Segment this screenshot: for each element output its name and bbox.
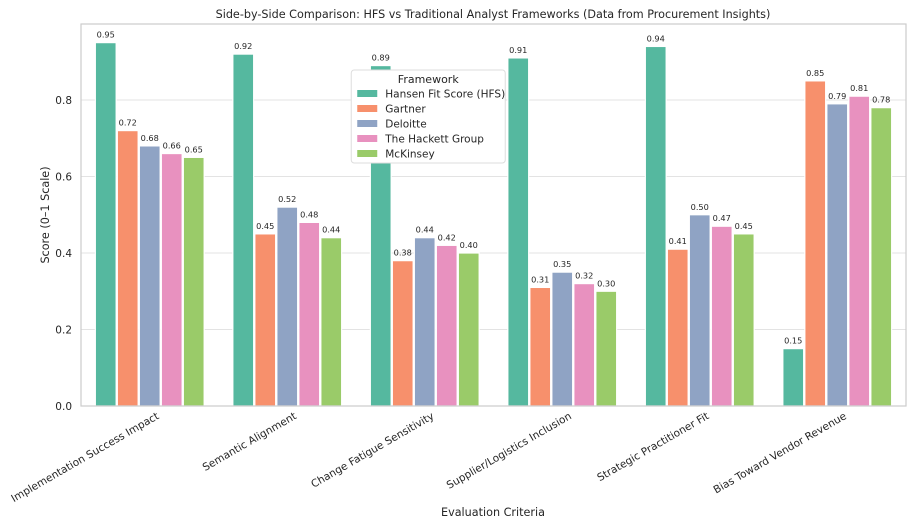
- bar-mckinsey-5: [870, 107, 893, 407]
- bar-gartner-4: [666, 248, 689, 407]
- bar-value-label: 0.79: [828, 91, 846, 101]
- y-tick-label: 0.8: [55, 95, 72, 107]
- bar-value-label: 0.35: [553, 259, 571, 269]
- bar-deloitte-5: [826, 103, 849, 407]
- bar-value-label: 0.94: [647, 33, 665, 43]
- y-tick-label: 0.2: [55, 325, 72, 337]
- legend-label: Deloitte: [385, 119, 427, 131]
- x-axis-ticks: Implementation Success Impact Semantic Al…: [9, 410, 849, 505]
- bar-value-label: 0.72: [119, 118, 137, 128]
- y-axis-label: Score (0–1 Scale): [39, 166, 52, 263]
- bar-hansen-fit-score-hfs-4: [644, 45, 667, 407]
- bar-value-label: 0.66: [163, 141, 181, 151]
- bar-value-label: 0.95: [97, 30, 115, 40]
- bar-value-label: 0.40: [460, 240, 478, 250]
- bar-value-label: 0.45: [256, 221, 274, 231]
- bar-gartner-2: [391, 260, 414, 407]
- x-tick-label: Supplier/Logistics Inclusion: [445, 410, 574, 491]
- bar-value-label: 0.78: [872, 95, 890, 105]
- bar-deloitte-1: [276, 206, 299, 407]
- bar-value-label: 0.92: [234, 41, 252, 51]
- bar-value-label: 0.89: [372, 53, 390, 63]
- legend-label: McKinsey: [385, 149, 434, 161]
- legend-frame: [350, 69, 506, 164]
- bar-value-label: 0.48: [300, 209, 318, 219]
- x-axis-label: Evaluation Criteria: [441, 506, 545, 519]
- bar-value-label: 0.15: [784, 336, 802, 346]
- bar-value-label: 0.42: [438, 232, 456, 242]
- bar-mckinsey-1: [320, 237, 343, 407]
- bar-deloitte-4: [688, 214, 711, 407]
- bar-the-hackett-group-2: [435, 244, 458, 407]
- x-tick-label: Semantic Alignment: [201, 410, 299, 474]
- bar-value-label: 0.47: [713, 213, 731, 223]
- bar-the-hackett-group-3: [573, 283, 596, 407]
- bar-value-label: 0.38: [394, 248, 412, 258]
- y-tick-label: 0.6: [55, 172, 72, 184]
- bar-hansen-fit-score-hfs-3: [507, 57, 530, 407]
- bar-hansen-fit-score-hfs-1: [232, 53, 255, 407]
- bar-deloitte-2: [413, 237, 436, 407]
- legend-swatch: [357, 105, 378, 112]
- bar-deloitte-3: [551, 271, 574, 407]
- y-tick-label: 0.0: [55, 401, 72, 413]
- bar-gartner-1: [254, 233, 277, 407]
- bar-value-label: 0.52: [278, 194, 296, 204]
- y-axis-ticks: 0.0 0.2 0.4 0.6 0.8: [55, 95, 72, 413]
- bar-hansen-fit-score-hfs-0: [94, 42, 117, 407]
- x-tick-label: Bias Toward Vendor Revenue: [712, 410, 849, 496]
- bar-mckinsey-0: [182, 156, 205, 407]
- bar-mckinsey-4: [732, 233, 755, 407]
- bar-value-label: 0.32: [575, 271, 593, 281]
- bar-value-label: 0.81: [850, 83, 868, 93]
- bar-value-labels: 0.95 0.72 0.68 0.66 0.65 0.92 0.45 0.52 0.48 0.44…: [97, 30, 891, 346]
- bar-the-hackett-group-4: [710, 225, 733, 407]
- legend-title: Framework: [398, 73, 460, 86]
- bar-mckinsey-2: [457, 252, 480, 407]
- bar-deloitte-0: [138, 145, 161, 407]
- bar-value-label: 0.41: [669, 236, 687, 246]
- bar-value-label: 0.50: [691, 202, 709, 212]
- y-tick-label: 0.4: [55, 248, 72, 260]
- bar-gartner-0: [116, 130, 139, 407]
- legend-swatch: [357, 120, 378, 127]
- bar-value-label: 0.91: [509, 45, 527, 55]
- bar-the-hackett-group-5: [848, 95, 871, 407]
- legend: Framework Hansen Fit Score (HFS) Gartner D…: [350, 69, 506, 164]
- bar-value-label: 0.44: [416, 225, 434, 235]
- bar-value-label: 0.31: [531, 274, 549, 284]
- bar-value-label: 0.85: [806, 68, 824, 78]
- legend-swatch: [357, 90, 378, 97]
- bar-value-label: 0.65: [185, 144, 203, 154]
- bar-the-hackett-group-1: [298, 221, 321, 407]
- legend-swatch: [357, 135, 378, 142]
- bars: [94, 42, 893, 407]
- legend-label: Hansen Fit Score (HFS): [385, 89, 505, 101]
- legend-swatch: [357, 150, 378, 157]
- plot-area-frame: [80, 23, 907, 407]
- bar-value-label: 0.30: [597, 278, 615, 288]
- bar-hansen-fit-score-hfs-5: [782, 348, 805, 407]
- chart-title: Side-by-Side Comparison: HFS vs Traditio…: [216, 8, 771, 21]
- bar-the-hackett-group-0: [160, 152, 183, 407]
- x-tick-label: Strategic Practitioner Fit: [595, 410, 711, 484]
- bar-gartner-3: [529, 286, 552, 407]
- bar-value-label: 0.68: [141, 133, 159, 143]
- legend-label: The Hackett Group: [384, 134, 484, 146]
- bar-gartner-5: [804, 80, 827, 407]
- bar-value-label: 0.44: [322, 225, 340, 235]
- x-tick-label: Implementation Success Impact: [9, 410, 161, 505]
- bar-mckinsey-3: [595, 290, 618, 407]
- x-tick-label: Change Fatigue Sensitivity: [309, 410, 436, 490]
- legend-label: Gartner: [385, 104, 426, 116]
- bar-value-label: 0.45: [735, 221, 753, 231]
